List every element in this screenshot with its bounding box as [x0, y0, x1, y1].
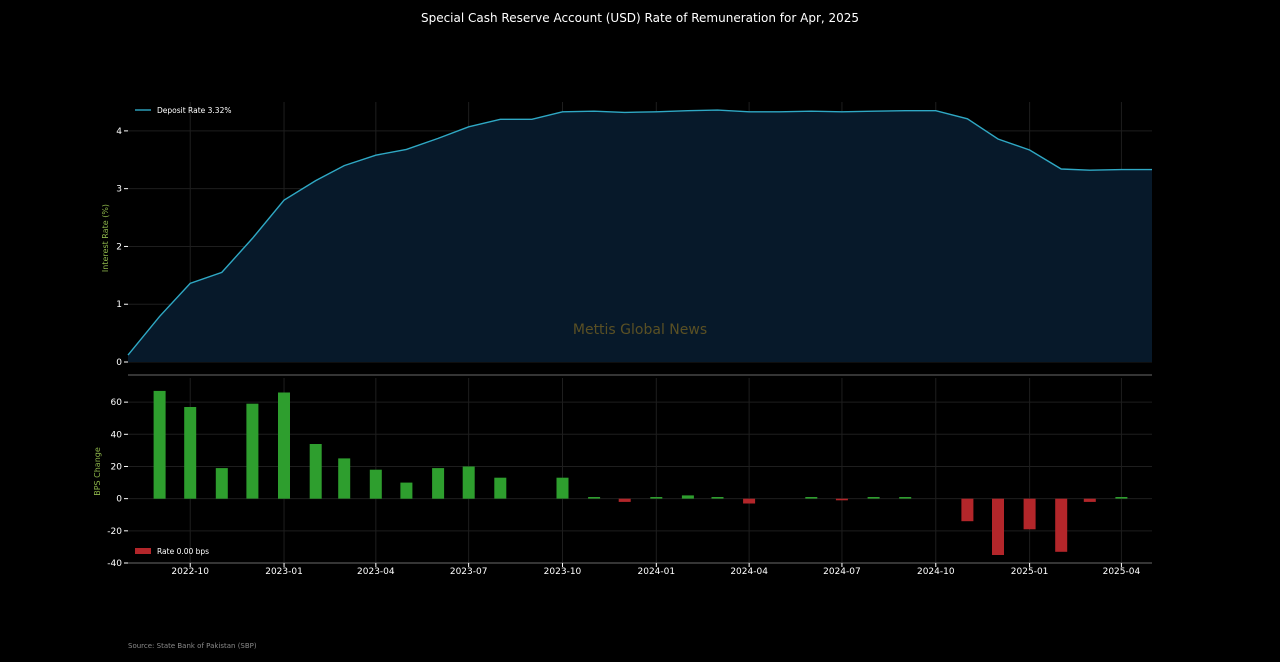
- deposit-rate-area: [128, 110, 1152, 362]
- bps-bar: [338, 458, 351, 499]
- bps-bar: [215, 468, 228, 499]
- x-tick-label: 2024-10: [917, 567, 955, 577]
- bps-bar: [650, 497, 663, 499]
- bottom-y-tick-label: -40: [107, 559, 122, 569]
- x-tick-label: 2024-07: [823, 567, 861, 577]
- bps-bar: [899, 497, 912, 499]
- x-tick-label: 2022-10: [171, 567, 209, 577]
- bps-bar: [1115, 497, 1128, 499]
- x-tick-label: 2023-01: [265, 567, 303, 577]
- x-tick-label: 2025-04: [1103, 567, 1141, 577]
- bottom-y-tick-label: 40: [111, 430, 123, 440]
- bps-bar: [1083, 498, 1096, 502]
- rate-panel: 0 1 2 3 4 Interest Rate (%) Deposit Rate 3.32%…: [101, 102, 1152, 376]
- bps-bar: [835, 498, 848, 501]
- bps-bar: [153, 390, 166, 499]
- deposit-rate-line: [127, 109, 1152, 356]
- bps-bar: [743, 498, 756, 504]
- bps-bar: [556, 477, 569, 499]
- top-y-axis-label: Interest Rate (%): [101, 204, 110, 272]
- bottom-y-tick-label: 60: [111, 398, 123, 408]
- x-tick-label: 2025-01: [1011, 567, 1049, 577]
- top-y-tick-label: 2: [116, 242, 122, 252]
- bps-bar: [278, 392, 290, 499]
- x-tick-label: 2023-04: [357, 567, 395, 577]
- bps-bar: [805, 497, 818, 499]
- watermark: Mettis Global News: [573, 322, 707, 338]
- x-tick-label: 2023-07: [450, 567, 488, 577]
- bps-bar: [400, 482, 413, 499]
- bps-bar: [1023, 498, 1036, 530]
- bps-bar: [681, 495, 694, 499]
- source-note: Source: State Bank of Pakistan (SBP): [128, 642, 257, 650]
- bps-bar: [961, 498, 974, 522]
- bps-bar: [867, 497, 880, 499]
- bottom-y-tick-label: -20: [107, 527, 122, 537]
- bps-panel: -40 -20 0 20 40 60 2022-10 2023-01 2023-04 2023-0…: [93, 378, 1152, 577]
- bps-bar: [369, 469, 382, 499]
- top-y-tick-label: 3: [116, 185, 122, 195]
- bps-bar: [1055, 498, 1068, 552]
- x-tick-label: 2023-10: [544, 567, 582, 577]
- top-y-tick-label: 4: [116, 127, 122, 137]
- bps-bar: [494, 477, 507, 499]
- x-tick-label: 2024-04: [730, 567, 768, 577]
- top-y-tick-label: 1: [116, 300, 122, 310]
- bps-bar: [246, 403, 259, 499]
- bps-bar: [462, 466, 475, 499]
- x-tick-label: 2024-01: [638, 567, 676, 577]
- bps-bar: [309, 444, 322, 499]
- legend-bar-swatch: [135, 548, 151, 554]
- bps-bar: [618, 498, 631, 502]
- bottom-y-axis-label: BPS Change: [93, 447, 102, 496]
- top-y-tick-label: 0: [116, 358, 122, 368]
- bottom-y-tick-label: 20: [111, 462, 123, 472]
- bps-bar: [711, 497, 724, 499]
- chart-title: Special Cash Reserve Account (USD) Rate …: [420, 11, 860, 25]
- legend-rate-bps: Rate 0.00 bps: [157, 547, 209, 556]
- bps-bar: [992, 498, 1004, 555]
- bps-bar: [184, 407, 197, 499]
- bps-bar: [588, 497, 601, 499]
- bottom-y-tick-label: 0: [116, 495, 122, 505]
- legend-deposit-rate: Deposit Rate 3.32%: [157, 106, 231, 115]
- bps-bar: [432, 468, 445, 499]
